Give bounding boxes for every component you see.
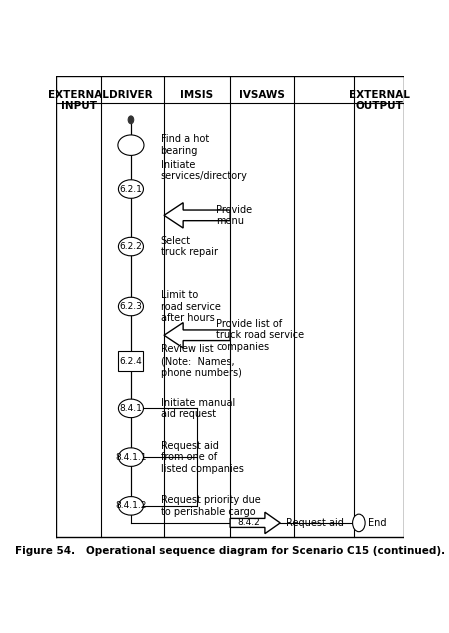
Text: 8.4.1.1: 8.4.1.1: [115, 453, 147, 461]
Text: 6.2.4: 6.2.4: [119, 356, 142, 366]
Text: 8.4.1: 8.4.1: [119, 404, 142, 413]
Text: EXTERNAL
INPUT: EXTERNAL INPUT: [48, 90, 109, 111]
Text: Select
truck repair: Select truck repair: [160, 235, 217, 258]
Text: DRIVER: DRIVER: [109, 90, 153, 99]
Ellipse shape: [118, 135, 144, 156]
Text: 6.2.3: 6.2.3: [119, 302, 142, 311]
Text: Request aid: Request aid: [286, 518, 343, 528]
Circle shape: [128, 116, 134, 123]
Text: Find a hot
bearing: Find a hot bearing: [160, 134, 209, 156]
Text: Provide
menu: Provide menu: [216, 204, 252, 226]
Ellipse shape: [119, 298, 144, 316]
Text: Request aid
from one of
listed companies: Request aid from one of listed companies: [160, 441, 243, 473]
Text: Figure 54.   Operational sequence diagram for Scenario C15 (continued).: Figure 54. Operational sequence diagram …: [15, 546, 445, 556]
Polygon shape: [164, 203, 230, 228]
Text: Request priority due
to perishable cargo: Request priority due to perishable cargo: [160, 495, 260, 517]
Text: Provide list of
truck road service
companies: Provide list of truck road service compa…: [216, 318, 304, 352]
Text: EXTERNAL
OUTPUT: EXTERNAL OUTPUT: [349, 90, 410, 111]
Text: 6.2.2: 6.2.2: [119, 242, 142, 251]
Text: 8.4.1.2: 8.4.1.2: [115, 501, 147, 510]
Polygon shape: [164, 323, 230, 348]
Text: Initiate manual
aid request: Initiate manual aid request: [160, 398, 235, 419]
Text: IVSAWS: IVSAWS: [239, 90, 285, 99]
Text: End: End: [368, 518, 386, 528]
Ellipse shape: [119, 399, 144, 418]
Text: Limit to
road service
after hours: Limit to road service after hours: [160, 290, 220, 323]
Text: Initiate
services/directory: Initiate services/directory: [160, 160, 247, 181]
Text: 6.2.1: 6.2.1: [119, 185, 142, 194]
Ellipse shape: [119, 448, 144, 467]
Ellipse shape: [119, 497, 144, 515]
Polygon shape: [230, 512, 280, 534]
Text: IMSIS: IMSIS: [180, 90, 214, 99]
Ellipse shape: [119, 237, 144, 256]
Text: 8.4.2: 8.4.2: [238, 518, 260, 527]
Circle shape: [352, 514, 365, 532]
Ellipse shape: [119, 180, 144, 198]
Text: Review list
(Note:  Names,
phone numbers): Review list (Note: Names, phone numbers): [160, 344, 242, 378]
FancyBboxPatch shape: [119, 351, 144, 372]
